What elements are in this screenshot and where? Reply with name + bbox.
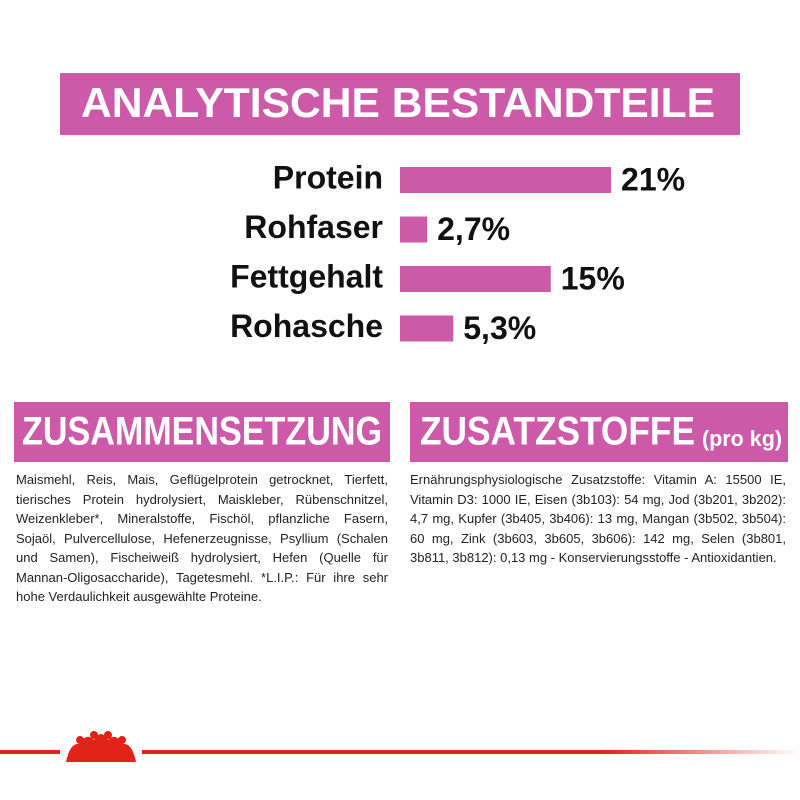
bar	[400, 266, 551, 292]
value-label: 5,3%	[463, 310, 536, 346]
category-label: Fettgehalt	[230, 258, 383, 294]
footer-line	[0, 750, 60, 754]
section-band	[14, 402, 390, 462]
value-label: 15%	[561, 260, 625, 296]
section-text: Maismehl, Reis, Mais, Geflügelprotein ge…	[16, 472, 388, 604]
section-title: ZUSATZSTOFFE	[420, 410, 695, 454]
category-label: Rohfaser	[244, 209, 383, 245]
footer-line	[142, 750, 800, 754]
category-label: Protein	[273, 159, 383, 195]
chart-title: ANALYTISCHE BESTANDTEILE	[81, 79, 715, 126]
section-text: Ernährungsphysiologische Zusatzstoffe: V…	[410, 472, 786, 565]
crown-logo	[66, 731, 136, 762]
value-label: 21%	[621, 161, 685, 197]
section-title: ZUSAMMENSETZUNG	[22, 410, 382, 454]
section-band	[410, 402, 788, 462]
bar	[400, 315, 454, 342]
value-label: 2,7%	[437, 211, 510, 247]
section-title-suffix: (pro kg)	[702, 426, 782, 451]
category-label: Rohasche	[230, 308, 383, 344]
bar	[400, 216, 428, 243]
bar	[400, 167, 612, 193]
title-band	[60, 73, 740, 135]
